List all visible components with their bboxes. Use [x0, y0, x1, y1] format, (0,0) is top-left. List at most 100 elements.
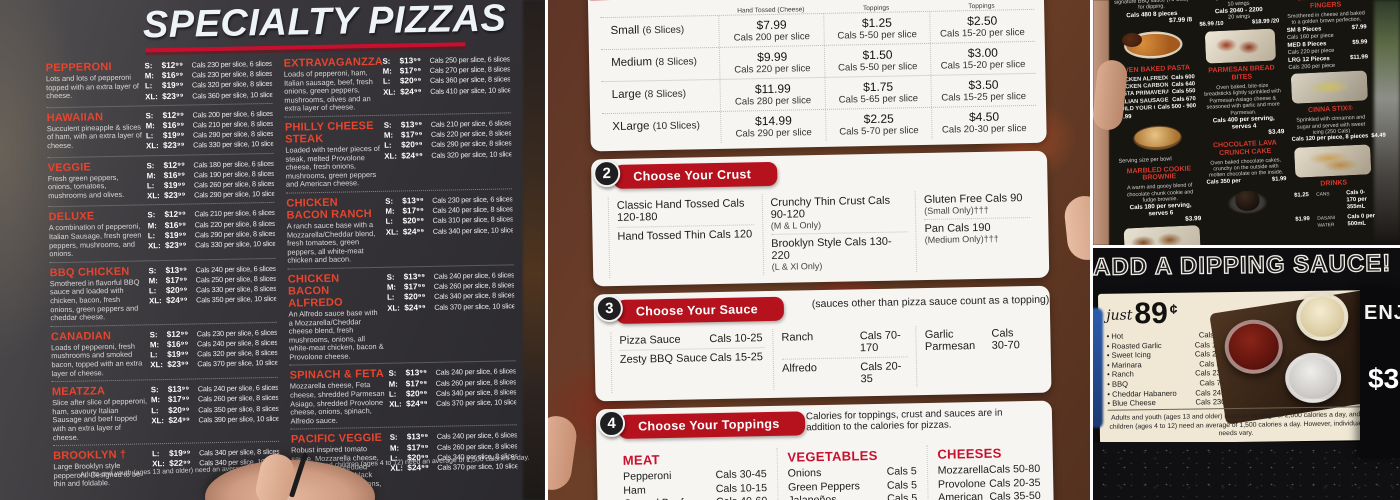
size-label: M:	[150, 395, 161, 405]
pizza-name: PACIFIC VEGGIE	[290, 432, 383, 447]
calories: Cals 200 per slice	[733, 31, 811, 44]
pizza-description: Mozzarella cheese, Feta cheese, shredded…	[289, 380, 385, 426]
size-label: M:	[386, 282, 397, 292]
slice-count: (8 Slices)	[655, 56, 698, 69]
price: $20⁹⁹	[168, 405, 190, 415]
pizza-name: HAWAIIAN	[46, 110, 104, 125]
size-label: L:	[384, 141, 392, 151]
price: $13⁹⁹	[399, 56, 422, 66]
sauce-option: Ranch Cals 70-170	[781, 326, 909, 360]
price: $16⁹⁹	[163, 170, 186, 180]
calories: Cals 290 per slice, 10 slices	[194, 189, 275, 200]
sauce-name: Ranch	[781, 331, 814, 344]
size-label: M:	[388, 379, 398, 389]
sauce-calories: Cals 30-70	[991, 327, 1020, 352]
price-row: XL: $23⁹⁹ Cals 360 per slice, 10 slices	[145, 90, 272, 103]
garlic-fingers-size: LRG 12 Pieces $11.99 Cals 200 per piece	[1288, 55, 1369, 72]
crust-name: Brooklyn Style Cals 130-220	[771, 235, 892, 262]
calories: Cals 370 per slice, 10 slices	[436, 397, 517, 408]
sauce-name: Marinara	[1107, 360, 1142, 370]
price: $13⁹⁹	[405, 368, 428, 378]
size-label: L:	[144, 81, 153, 91]
right-photo-stack: signature BBQ sauce (70 Cals) for dippin…	[1093, 0, 1400, 500]
section-title: Choose Your Sauce	[615, 296, 785, 324]
wings-photo	[1204, 28, 1277, 65]
price: $17⁹⁹	[165, 275, 188, 286]
topping-name: Onions	[787, 467, 822, 480]
size-label: XL:	[389, 399, 402, 409]
price: $23⁹⁹	[167, 359, 189, 370]
price: $17⁹⁹	[400, 130, 423, 140]
calories: Cals 370 per slice, 10 slices	[197, 358, 278, 369]
size-label: S:	[383, 120, 392, 130]
partial-sign-text: ENJ	[1364, 302, 1400, 324]
category-header: MEAT	[622, 452, 660, 468]
price: $23⁹⁹	[164, 240, 187, 251]
pizza-item: SPINACH & FETA Mozzarella cheese, Feta c…	[289, 361, 517, 431]
dipping-sauce-banner: ADD A DIPPING SAUCE!	[1093, 249, 1392, 282]
calories: Cals 360 per slice, 10 slices	[192, 89, 273, 101]
price: $12⁹⁹	[166, 329, 189, 339]
pizza-price-list: S: $13⁹⁹ Cals 210 per slice, 6 slices M:…	[384, 117, 512, 187]
calories: Cals 5-50 per slice	[837, 29, 917, 42]
specialty-pizzas-title: SPECIALTY PIZZAS	[142, 0, 507, 47]
size-label: S:	[146, 160, 155, 170]
calories: Cals 330 per slice, 10 slices	[193, 139, 274, 150]
drink-calories: Cals 0-170 per 355mL	[1346, 189, 1367, 211]
price: $24⁹⁹	[166, 296, 188, 306]
sauce-price: 89	[1134, 296, 1169, 331]
pizza-description: A ranch sauce base with a Mozzarella/Che…	[286, 219, 376, 265]
finger	[548, 413, 579, 493]
pizza-column-right: EXTRAVAGANZZA Loads of pepperoni, ham, I…	[283, 49, 519, 500]
price: $20⁹⁹	[165, 285, 188, 296]
size-label: S:	[150, 385, 159, 395]
pizza-item: VEGGIE Fresh green peppers, onions, toma…	[47, 153, 275, 208]
price-row: XL: $24⁹⁹ Cals 350 per slice, 10 slices	[149, 294, 276, 307]
background-blur-strip	[523, 0, 545, 500]
specialty-pizzas-menu-panel: SPECIALTY PIZZAS PEPPERONI Lots and lots…	[0, 0, 545, 500]
price: $24⁹⁹	[401, 150, 423, 161]
column-header: Hand Tossed (Cheese)	[737, 5, 805, 15]
price: $20⁹⁹	[399, 76, 422, 86]
crust-name: Crunchy Thin Crust Cals 90-120	[770, 194, 891, 221]
price: $12⁹⁹	[161, 60, 184, 71]
category-header: VEGETABLES	[787, 447, 878, 465]
size-label: XL:	[387, 303, 400, 313]
price: $19⁹⁹	[164, 230, 187, 240]
price: $16⁹⁹	[166, 339, 189, 349]
drink-price: $1.99	[1295, 215, 1310, 223]
size-label: XL:	[149, 296, 162, 306]
sauce-calories: Cals 10-25	[709, 332, 763, 346]
size-name: Large	[611, 88, 642, 101]
price-row: XL: $23⁹⁹ Cals 330 per slice, 10 slices	[148, 239, 275, 252]
pizza-name: CHICKEN BACON ALFREDO	[287, 272, 343, 310]
price: $23⁹⁹	[163, 141, 185, 151]
adjacent-sign-partial: ENJ $3	[1360, 288, 1400, 458]
size-label: S:	[385, 196, 394, 206]
slice-count: (6 Slices)	[642, 24, 685, 37]
pizza-column-left: PEPPERONI Lots and lots of pepperoni top…	[45, 53, 282, 500]
size-label: L:	[151, 405, 159, 415]
calorie-disclaimer: Adults and youth (ages 13 and older) nee…	[1107, 406, 1364, 441]
sauce-option: Garlic Parmesan Cals 30-70	[925, 324, 1033, 356]
size-label: L:	[385, 216, 394, 227]
crust-option: Brooklyn Style Cals 130-220 (L & Xl Only…	[771, 232, 908, 275]
item-price: $1.99	[1271, 175, 1287, 183]
choose-toppings-card: 4 Choose Your Toppings Calories for topp…	[595, 400, 1057, 500]
topping-name: American	[938, 491, 984, 500]
price: $19⁹⁹	[163, 180, 186, 191]
topping-calories: Cals 20-35	[989, 476, 1041, 490]
slice-count: (10 Slices)	[652, 120, 701, 133]
crust-option: Crunchy Thin Crust Cals 90-120 (M & L On…	[770, 191, 908, 235]
lava-cake-photo	[1219, 186, 1276, 220]
meat-toppings-column: MEAT Pepperoni Cals 30-45 Ham Cals 10-15	[613, 448, 780, 500]
size-table-rows: Small (6 Slices) $7.99 Cals 200 per slice…	[600, 8, 1037, 146]
size-label: L:	[388, 389, 397, 399]
pizza-price-list: S: $12⁹⁹ Cals 230 per slice, 6 slices M:…	[144, 58, 273, 103]
price: $23⁹⁹	[164, 190, 186, 201]
chicken-bites-photo	[1115, 26, 1191, 64]
size-label: XL:	[383, 87, 396, 97]
crust-note: (L & Xl Only)	[771, 260, 823, 272]
topping-name: Ham	[623, 484, 646, 497]
pizza-price-list: S: $12⁹⁹ Cals 210 per slice, 6 slices M:…	[147, 207, 275, 257]
